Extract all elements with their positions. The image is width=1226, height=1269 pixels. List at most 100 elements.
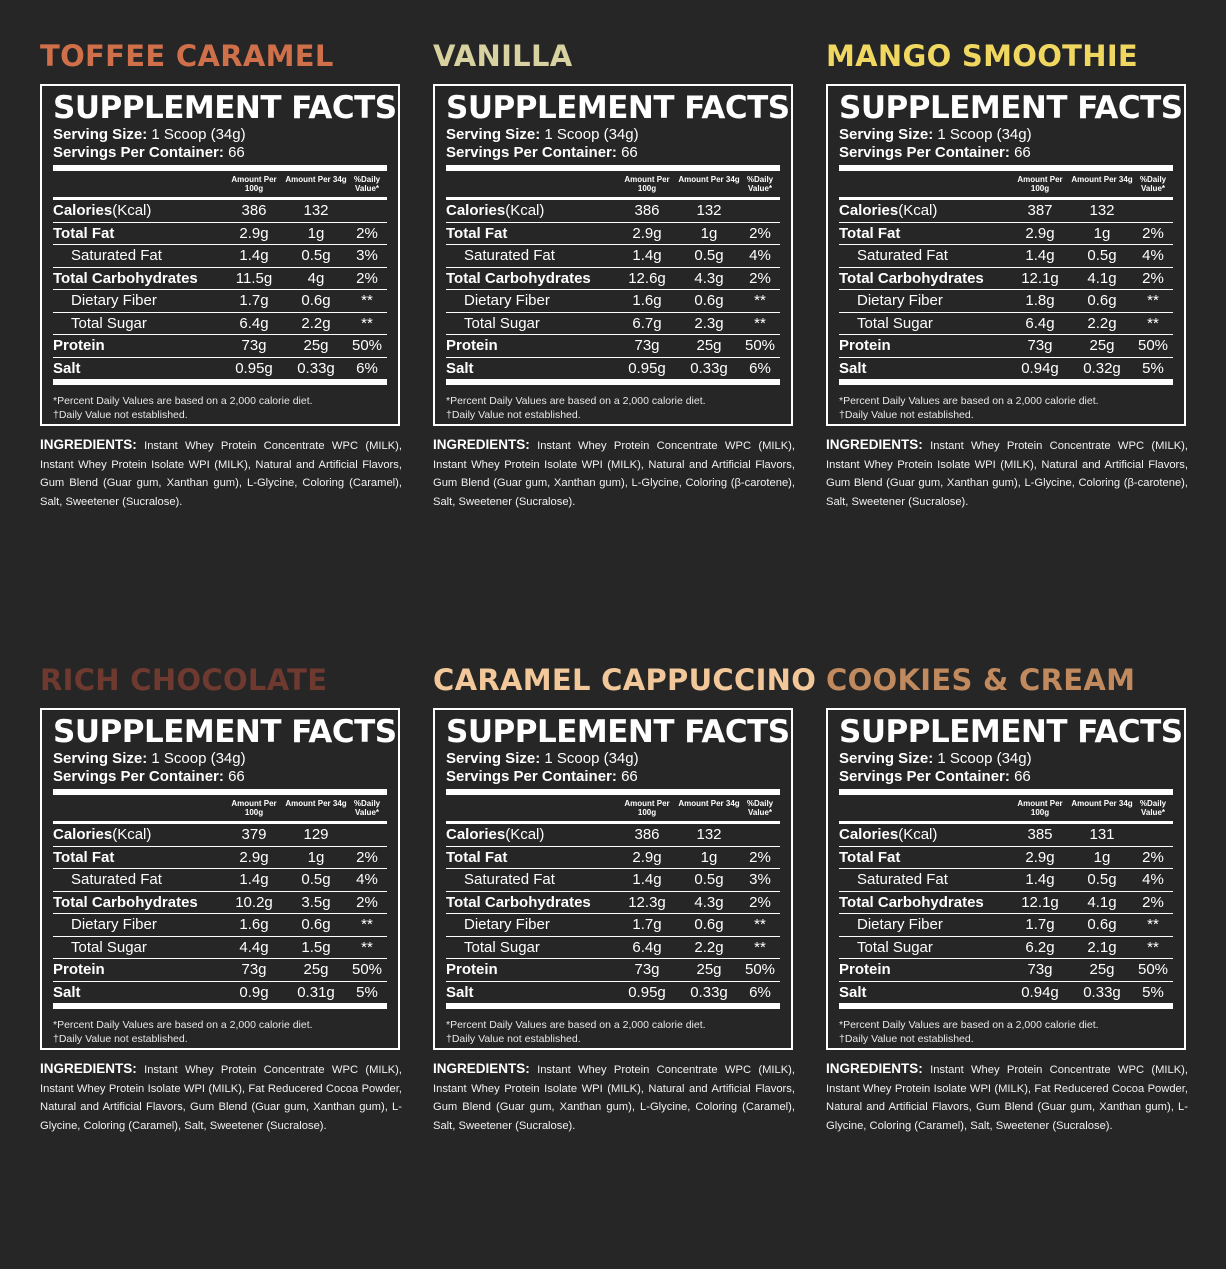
row-label: Salt: [839, 983, 867, 1001]
value-34g: 1g: [700, 848, 718, 866]
value-100g: 1.4g: [1025, 871, 1055, 888]
value-dv: **: [361, 292, 373, 309]
supplement-facts-heading: SUPPLEMENT FACTS: [53, 714, 397, 750]
flavor-title: COOKIES & CREAM: [826, 663, 1136, 697]
value-34g: 25g: [1089, 961, 1115, 978]
flavor-title: TOFFEE CARAMEL: [40, 39, 334, 73]
serving-size-label: Serving Size:: [446, 750, 541, 767]
row-label: Total Carbohydrates: [839, 893, 984, 911]
ingredients-text: Instant Whey Protein Concentrate WPC (MI…: [826, 1064, 1189, 1132]
column-headers: Amount Per 100g Amount Per 34g %Daily Va…: [53, 171, 387, 197]
value-100g: 73g: [634, 961, 660, 978]
value-100g: 73g: [634, 337, 660, 354]
row-label: Total Fat: [839, 848, 901, 866]
row-label: Salt: [53, 983, 81, 1001]
serving-size: Serving Size: 1 Scoop (34g): [446, 750, 780, 768]
serving-size: Serving Size: 1 Scoop (34g): [53, 750, 387, 768]
value-34g: 0.5g: [301, 247, 331, 264]
value-dv: [740, 824, 780, 846]
value-34g: 0.33g: [297, 359, 335, 377]
value-34g: 1g: [700, 224, 718, 242]
value-dv: **: [361, 314, 373, 332]
row-label: Total Carbohydrates: [53, 893, 198, 911]
value-100g: 10.2g: [235, 893, 273, 911]
flavor-card: TOFFEE CARAMEL SUPPLEMENT FACTS Serving …: [40, 36, 402, 636]
value-100g: 0.94g: [1021, 983, 1059, 1001]
footnote: *Percent Daily Values are based on a 2,0…: [446, 1018, 780, 1046]
row-total-fat: Total Fat 2.9g 1g 2%: [53, 223, 387, 245]
value-dv: **: [1147, 916, 1159, 933]
row-label: Salt: [839, 359, 867, 377]
flavor-title: CARAMEL CAPPUCCINO: [433, 663, 817, 697]
col-header-100g: Amount Per 100g: [231, 799, 277, 817]
value-34g: 132: [696, 202, 722, 219]
servings-value: 66: [228, 144, 245, 161]
value-dv: 4%: [1142, 871, 1164, 888]
value-100g: 12.6g: [628, 269, 666, 287]
value-34g: 4.1g: [1087, 893, 1117, 911]
supplement-facts-heading: SUPPLEMENT FACTS: [53, 90, 397, 126]
value-100g: 0.9g: [239, 983, 269, 1001]
row-salt: Salt 0.95g 0.33g 6%: [446, 358, 780, 380]
value-34g: 1g: [307, 848, 325, 866]
value-dv: 6%: [356, 359, 378, 377]
row-label: Calories(Kcal): [446, 200, 616, 222]
col-header-100g: Amount Per 100g: [231, 175, 277, 193]
value-dv: 5%: [356, 983, 378, 1001]
row-label: Calories(Kcal): [446, 824, 616, 846]
value-dv: 5%: [1142, 359, 1164, 377]
calories-label: Calories: [839, 202, 899, 219]
column-headers: Amount Per 100g Amount Per 34g %Daily Va…: [446, 171, 780, 197]
value-dv: **: [754, 314, 766, 332]
thick-divider-bottom: [839, 1003, 1173, 1009]
row-label: Total Fat: [839, 224, 901, 242]
value-dv: 4%: [749, 247, 771, 264]
col-header-34g: Amount Per 34g: [678, 799, 740, 808]
value-100g: 0.94g: [1021, 359, 1059, 377]
value-dv: [1133, 824, 1173, 846]
col-header-dv: %Daily Value*: [746, 175, 774, 193]
ingredients: INGREDIENTS: Instant Whey Protein Concen…: [826, 436, 1188, 511]
value-100g: 73g: [1027, 337, 1053, 354]
row-dietary-fiber: Dietary Fiber 1.6g 0.6g **: [446, 290, 780, 313]
value-dv: 50%: [1137, 337, 1169, 354]
row-dietary-fiber: Dietary Fiber 1.6g 0.6g **: [53, 914, 387, 937]
calories-label: Calories: [446, 202, 506, 219]
footnote: *Percent Daily Values are based on a 2,0…: [839, 394, 1173, 422]
ingredients-label: INGREDIENTS:: [433, 1061, 530, 1076]
row-label: Dietary Fiber: [71, 916, 157, 933]
value-dv: **: [361, 916, 373, 933]
column-headers: Amount Per 100g Amount Per 34g %Daily Va…: [446, 795, 780, 821]
value-34g: 4g: [307, 269, 325, 287]
row-label: Salt: [53, 359, 81, 377]
row-total-sugar: Total Sugar 4.4g 1.5g **: [53, 937, 387, 959]
footnote: *Percent Daily Values are based on a 2,0…: [839, 1018, 1173, 1046]
servings-value: 66: [228, 768, 245, 785]
value-100g: 6.4g: [632, 938, 662, 956]
ingredients: INGREDIENTS: Instant Whey Protein Concen…: [433, 436, 795, 511]
row-total-carbohydrates: Total Carbohydrates 12.3g 4.3g 2%: [446, 892, 780, 914]
footnote-not-established: †Daily Value not established.: [446, 409, 581, 421]
footnote-dv: *Percent Daily Values are based on a 2,0…: [53, 395, 313, 407]
value-dv: **: [1147, 938, 1159, 956]
row-calories: Calories(Kcal) 387 132: [839, 200, 1173, 223]
row-total-carbohydrates: Total Carbohydrates 11.5g 4g 2%: [53, 268, 387, 290]
servings-per-container: Servings Per Container: 66: [53, 144, 387, 162]
value-dv: 6%: [749, 359, 771, 377]
servings-per-container: Servings Per Container: 66: [446, 144, 780, 162]
value-34g: 0.6g: [694, 292, 724, 309]
servings-label: Servings Per Container:: [446, 768, 617, 785]
value-dv: [740, 200, 780, 222]
calories-label: Calories: [839, 826, 899, 843]
row-saturated-fat: Saturated Fat 1.4g 0.5g 4%: [839, 245, 1173, 268]
row-label: Total Carbohydrates: [53, 269, 198, 287]
servings-label: Servings Per Container:: [53, 144, 224, 161]
serving-size-value: 1 Scoop (34g): [937, 126, 1032, 143]
value-dv: **: [754, 916, 766, 933]
column-headers: Amount Per 100g Amount Per 34g %Daily Va…: [839, 171, 1173, 197]
value-100g: 2.9g: [1025, 224, 1055, 242]
value-100g: 2.9g: [632, 224, 662, 242]
calories-label: Calories: [53, 826, 113, 843]
row-label: Total Carbohydrates: [446, 269, 591, 287]
row-total-sugar: Total Sugar 6.4g 2.2g **: [53, 313, 387, 335]
